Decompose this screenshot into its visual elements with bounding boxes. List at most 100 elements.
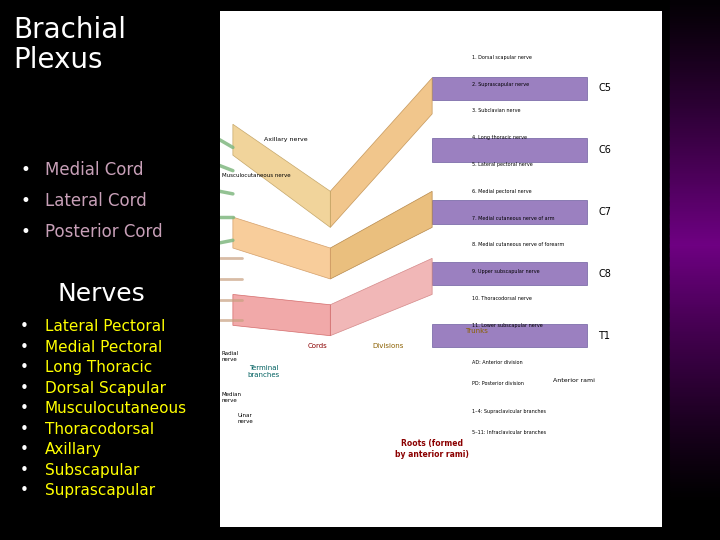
Text: 4. Long thoracic nerve: 4. Long thoracic nerve (472, 135, 527, 140)
Bar (670, 248, 720, 250)
Bar (670, 152, 720, 154)
Bar (670, 192, 720, 194)
Text: 8. Medial cutaneous nerve of forearm: 8. Medial cutaneous nerve of forearm (472, 242, 564, 247)
Bar (670, 24, 720, 26)
Bar (670, 343, 720, 346)
Bar (670, 217, 720, 219)
Bar (670, 201, 720, 203)
Bar (670, 393, 720, 395)
Bar (670, 508, 720, 510)
Bar (670, 148, 720, 151)
Bar (670, 230, 720, 232)
Bar (670, 179, 720, 181)
Polygon shape (330, 191, 432, 279)
Bar (670, 515, 720, 517)
Bar (670, 2, 720, 4)
Text: Roots (formed
by anterior rami): Roots (formed by anterior rami) (395, 440, 469, 459)
Bar (670, 114, 720, 117)
Text: •: • (20, 442, 29, 457)
Bar (670, 320, 720, 322)
Bar (670, 245, 720, 247)
Polygon shape (233, 124, 330, 227)
Text: C5: C5 (598, 83, 611, 93)
Text: 1. Dorsal scapular nerve: 1. Dorsal scapular nerve (472, 55, 532, 60)
Text: Brachial
Plexus: Brachial Plexus (13, 16, 126, 75)
Text: Anterior rami: Anterior rami (553, 378, 595, 383)
Bar (670, 280, 720, 282)
Bar (670, 463, 720, 465)
Bar (670, 30, 720, 32)
FancyArrow shape (432, 200, 587, 224)
Bar (670, 376, 720, 379)
Bar (670, 176, 720, 178)
Bar (670, 342, 720, 344)
Bar (670, 539, 720, 540)
Bar (670, 349, 720, 351)
Bar (670, 10, 720, 12)
Bar (670, 172, 720, 174)
Text: •: • (20, 340, 29, 355)
Bar (670, 71, 720, 73)
Bar (670, 68, 720, 70)
Bar (670, 250, 720, 252)
Bar (670, 410, 720, 413)
Text: 7. Medial cutaneous nerve of arm: 7. Medial cutaneous nerve of arm (472, 215, 554, 221)
Bar (670, 497, 720, 500)
Bar (670, 452, 720, 454)
Bar (670, 275, 720, 277)
Text: C7: C7 (598, 207, 611, 217)
Bar (670, 102, 720, 104)
Bar (670, 76, 720, 78)
Bar (670, 445, 720, 447)
Bar (670, 441, 720, 443)
Bar (670, 322, 720, 324)
Bar (670, 140, 720, 142)
Bar (670, 53, 720, 55)
Bar (670, 429, 720, 431)
Bar (220, 11, 662, 526)
Bar (670, 257, 720, 259)
Text: Trunks: Trunks (465, 328, 488, 334)
Text: Medial Pectoral: Medial Pectoral (45, 340, 162, 355)
Bar (670, 523, 720, 525)
Bar (670, 48, 720, 50)
Text: PD: Posterior division: PD: Posterior division (472, 381, 524, 386)
Bar (670, 297, 720, 299)
Bar (670, 269, 720, 272)
Bar (670, 17, 720, 19)
Bar (670, 161, 720, 164)
Bar (670, 316, 720, 319)
Text: 1–4: Supraclavicular branches: 1–4: Supraclavicular branches (472, 409, 546, 414)
Bar (670, 434, 720, 436)
Bar (670, 4, 720, 6)
Bar (670, 457, 720, 460)
Text: Lateral Cord: Lateral Cord (45, 192, 146, 210)
Bar (670, 64, 720, 66)
Text: Axillary: Axillary (45, 442, 102, 457)
Bar (670, 537, 720, 539)
Bar (670, 309, 720, 312)
Bar (670, 69, 720, 71)
Bar (670, 511, 720, 514)
Bar (670, 0, 720, 1)
Bar (670, 78, 720, 80)
Bar (670, 467, 720, 469)
Text: •: • (20, 192, 30, 210)
Bar (670, 195, 720, 198)
Bar (670, 60, 720, 62)
Bar (670, 246, 720, 248)
Bar (670, 273, 720, 275)
Bar (670, 360, 720, 362)
Bar (670, 362, 720, 364)
Bar (670, 253, 720, 255)
Text: •: • (20, 319, 29, 334)
Text: •: • (20, 222, 30, 241)
Bar (670, 94, 720, 97)
Bar (670, 329, 720, 332)
Bar (670, 528, 720, 530)
Bar (670, 168, 720, 171)
Bar (670, 366, 720, 368)
Bar (670, 282, 720, 285)
Text: •: • (20, 463, 29, 478)
Bar (670, 73, 720, 75)
